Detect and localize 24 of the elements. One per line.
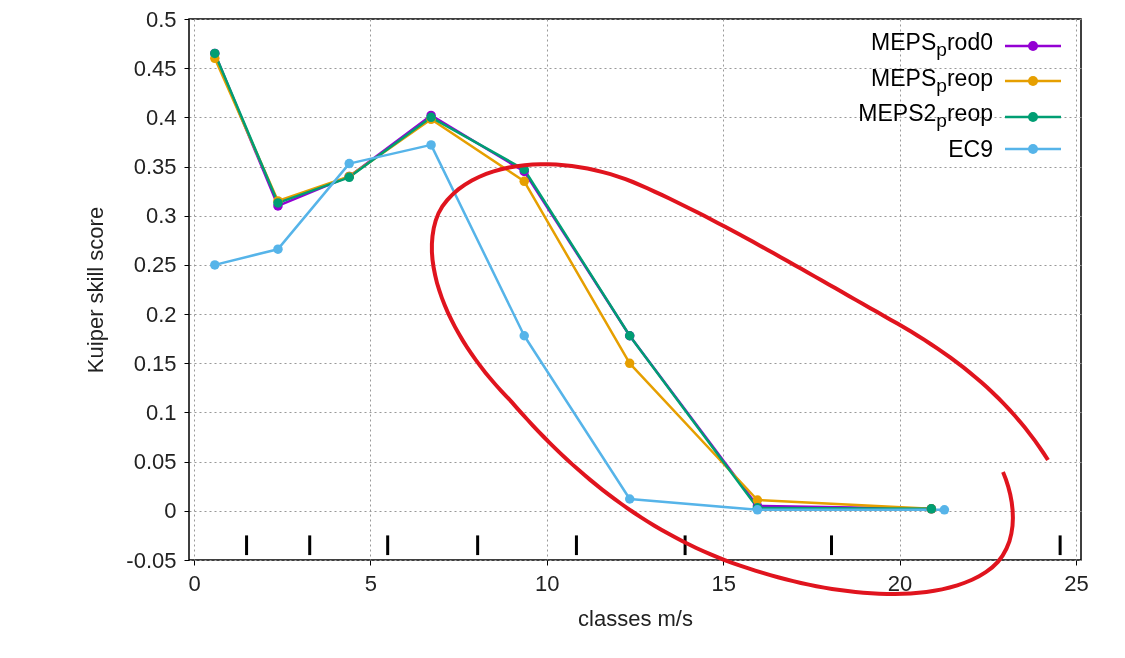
- y-tick-label: 0.1: [145, 399, 177, 425]
- y-tick-label: 0.2: [145, 301, 177, 327]
- legend-label: MEPS2$_{p}$reop: [858, 99, 993, 133]
- legend-label: EC9: [948, 134, 993, 164]
- x-tick-label: 25: [1064, 570, 1089, 596]
- x-tick-label: 5: [364, 570, 378, 596]
- y-tick-label: 0: [164, 498, 177, 524]
- x-tick-label: 20: [887, 570, 913, 596]
- x-tick-label: 10: [535, 570, 560, 596]
- x-tick-label: 15: [711, 570, 736, 596]
- x-tick-label: 0: [188, 570, 201, 596]
- y-axis-title: Kuiper skill score: [83, 206, 109, 374]
- x-axis-title: classes m/s: [578, 605, 693, 631]
- legend-label: MEPS$_{p}$rod0: [871, 28, 993, 62]
- legend-label: MEPS$_{p}$reop: [871, 63, 993, 98]
- y-tick-label: 0.35: [133, 154, 177, 180]
- y-tick-label: 0.4: [145, 104, 177, 130]
- y-tick-label: 0.05: [133, 449, 177, 475]
- y-tick-label: 0.25: [133, 252, 177, 278]
- y-tick-label: 0.45: [133, 55, 177, 81]
- y-tick-label: -0.05: [126, 547, 177, 573]
- y-tick-label: 0.15: [133, 350, 177, 376]
- y-tick-label: 0.3: [145, 203, 177, 229]
- y-tick-label: 0.5: [145, 6, 177, 32]
